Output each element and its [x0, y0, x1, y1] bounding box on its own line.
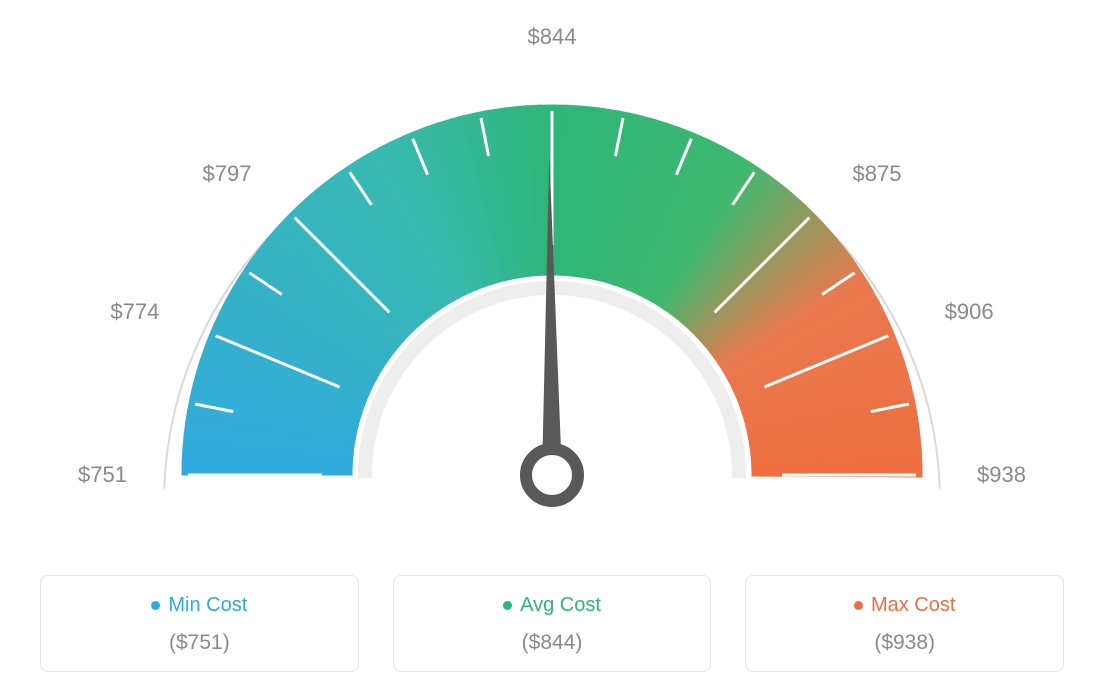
gauge-tick-label: $751	[78, 462, 127, 488]
gauge-svg	[0, 0, 1104, 560]
legend-value-min: ($751)	[53, 631, 346, 655]
legend-title-min: Min Cost	[151, 594, 247, 617]
gauge-tick-label: $844	[528, 24, 577, 50]
legend-title-max: Max Cost	[854, 594, 955, 617]
gauge-chart: $751 $774 $797 $844 $875 $906 $938	[0, 0, 1104, 560]
legend-card-avg: Avg Cost ($844)	[393, 575, 712, 672]
legend-label-max: Max Cost	[871, 594, 955, 617]
legend-label-avg: Avg Cost	[520, 594, 601, 617]
gauge-tick-label: $906	[945, 299, 994, 325]
gauge-tick-label: $938	[977, 462, 1026, 488]
legend-row: Min Cost ($751) Avg Cost ($844) Max Cost…	[0, 575, 1104, 672]
dot-icon	[151, 601, 160, 610]
dot-icon	[854, 601, 863, 610]
legend-title-avg: Avg Cost	[503, 594, 601, 617]
gauge-tick-label: $797	[203, 161, 252, 187]
dot-icon	[503, 601, 512, 610]
legend-value-avg: ($844)	[406, 631, 699, 655]
legend-card-min: Min Cost ($751)	[40, 575, 359, 672]
gauge-tick-label: $774	[110, 299, 159, 325]
legend-card-max: Max Cost ($938)	[745, 575, 1064, 672]
gauge-tick-label: $875	[853, 161, 902, 187]
legend-label-min: Min Cost	[168, 594, 247, 617]
legend-value-max: ($938)	[758, 631, 1051, 655]
